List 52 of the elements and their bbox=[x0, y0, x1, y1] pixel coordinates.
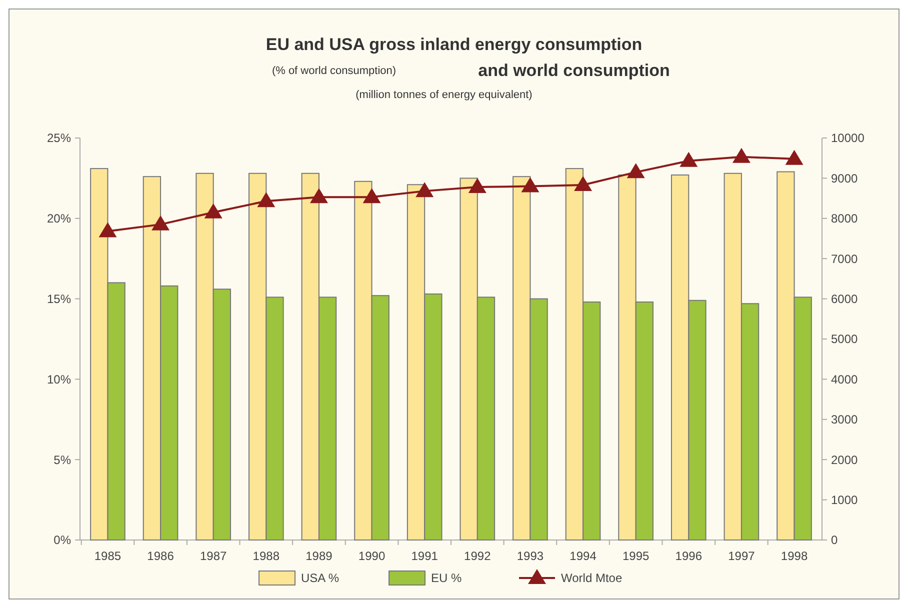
point bbox=[362, 188, 381, 204]
y-tick-label: 10% bbox=[46, 372, 72, 386]
legend-label: USA % bbox=[301, 571, 340, 586]
y2-tick-label: 2000 bbox=[831, 452, 858, 467]
y-tick-label: 15% bbox=[46, 292, 72, 306]
x-tick-label: 1996 bbox=[675, 549, 702, 563]
y2-tick-label: 1000 bbox=[831, 493, 858, 507]
y-tick-label: 0% bbox=[54, 533, 72, 548]
y2-tick-label: 9000 bbox=[831, 171, 858, 186]
y2-tick-label: 5000 bbox=[831, 332, 858, 346]
x-tick-label: 1991 bbox=[411, 549, 438, 563]
point bbox=[732, 148, 750, 163]
chart-title: EU and USA gross inland energy consumption bbox=[266, 35, 642, 54]
legend-label: EU % bbox=[431, 571, 462, 586]
point bbox=[468, 178, 486, 194]
x-tick-label: 1987 bbox=[200, 549, 228, 563]
point bbox=[785, 150, 804, 165]
x-tick-label: 1995 bbox=[622, 549, 650, 563]
point bbox=[98, 222, 117, 238]
point bbox=[416, 182, 434, 198]
point bbox=[310, 188, 328, 204]
point bbox=[257, 192, 276, 208]
y2-tick-label: 8000 bbox=[831, 212, 858, 226]
x-tick-label: 1993 bbox=[516, 549, 544, 563]
y-tick-label: 20% bbox=[46, 212, 72, 226]
x-tick-label: 1989 bbox=[306, 549, 333, 563]
y2-tick-label: 10000 bbox=[831, 131, 865, 146]
y2-tick-label: 6000 bbox=[831, 292, 858, 306]
point bbox=[574, 176, 592, 192]
x-tick-label: 1990 bbox=[358, 549, 386, 563]
x-tick-label: 1985 bbox=[94, 549, 122, 563]
x-tick-label: 1986 bbox=[147, 549, 174, 563]
x-tick-label: 1988 bbox=[252, 549, 280, 563]
x-tick-label: 1997 bbox=[728, 549, 756, 563]
legend-label: World Mtoe bbox=[561, 571, 622, 586]
x-tick-label: 1994 bbox=[570, 549, 597, 563]
y-tick-label: 25% bbox=[46, 131, 72, 146]
point bbox=[204, 203, 222, 218]
point bbox=[521, 177, 540, 192]
text: and world consumption bbox=[478, 61, 670, 80]
point bbox=[680, 152, 698, 167]
y2-tick-label: 3000 bbox=[831, 412, 858, 427]
point bbox=[626, 163, 645, 178]
y2-tick-label: 4000 bbox=[831, 372, 858, 386]
y2-tick-label: 7000 bbox=[831, 252, 858, 266]
y2-tick-label: 0 bbox=[831, 533, 838, 548]
text: (% of world consumption) bbox=[272, 65, 396, 77]
text: (million tonnes of energy equivalent) bbox=[356, 89, 532, 101]
x-tick-label: 1998 bbox=[780, 549, 808, 563]
x-tick-label: 1992 bbox=[464, 549, 492, 563]
point bbox=[152, 215, 170, 230]
y-tick-label: 5% bbox=[54, 452, 72, 467]
